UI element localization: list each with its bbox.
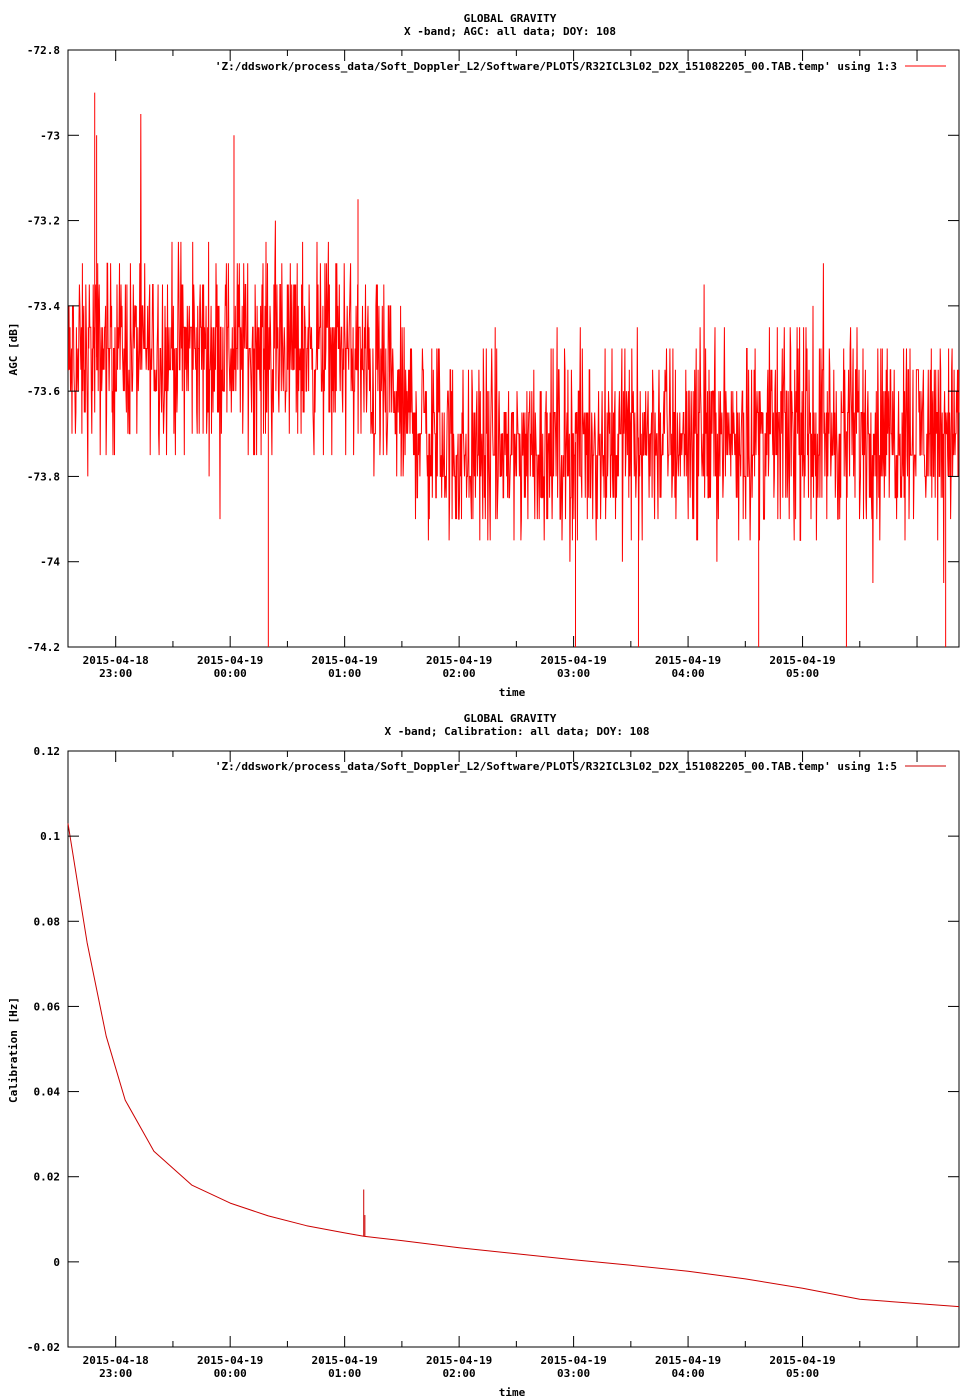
y-tick-label: 0.04 bbox=[34, 1086, 61, 1099]
x-tick-date-label: 2015-04-19 bbox=[769, 1354, 835, 1367]
y-tick-label: -0.02 bbox=[27, 1341, 60, 1354]
y-tick-label: 0 bbox=[53, 1256, 60, 1269]
x-tick-time-label: 04:00 bbox=[672, 1367, 705, 1380]
x-tick-time-label: 05:00 bbox=[786, 1367, 819, 1380]
calibration-x-label: time bbox=[499, 1386, 526, 1399]
y-tick-label: 0.06 bbox=[34, 1000, 61, 1013]
calibration-y-axis: 0.12 0.1 0.08 0.06 0.04 0.02 0 -0.02 bbox=[27, 745, 959, 1354]
x-tick-date-label: 2015-04-18 bbox=[83, 654, 149, 667]
x-tick-time-label: 02:00 bbox=[443, 667, 476, 680]
agc-title-line1: GLOBAL GRAVITY bbox=[464, 12, 557, 25]
x-tick-date-label: 2015-04-19 bbox=[312, 654, 378, 667]
x-tick-date-label: 2015-04-19 bbox=[769, 654, 835, 667]
y-tick-label: -74 bbox=[40, 556, 60, 569]
x-tick-date-label: 2015-04-19 bbox=[197, 1354, 263, 1367]
agc-x-axis: 2015-04-1823:002015-04-1900:002015-04-19… bbox=[83, 50, 918, 680]
agc-plot-frame bbox=[67, 49, 960, 648]
x-tick-date-label: 2015-04-19 bbox=[540, 654, 606, 667]
x-tick-date-label: 2015-04-18 bbox=[83, 1354, 149, 1367]
agc-data-series bbox=[68, 92, 960, 647]
y-tick-label: -73 bbox=[40, 129, 60, 142]
x-tick-time-label: 05:00 bbox=[786, 667, 819, 680]
calibration-series-line bbox=[67, 823, 960, 1308]
x-tick-date-label: 2015-04-19 bbox=[426, 654, 492, 667]
y-tick-label: 0.08 bbox=[34, 915, 61, 928]
x-tick-date-label: 2015-04-19 bbox=[655, 654, 721, 667]
calibration-title-line1: GLOBAL GRAVITY bbox=[464, 712, 557, 725]
x-tick-time-label: 02:00 bbox=[443, 1367, 476, 1380]
y-tick-label: -73.8 bbox=[27, 470, 60, 483]
calibration-chart: GLOBAL GRAVITY X -band; Calibration: all… bbox=[7, 712, 960, 1399]
x-tick-date-label: 2015-04-19 bbox=[655, 1354, 721, 1367]
agc-chart: GLOBAL GRAVITY X -band; AGC: all data; D… bbox=[7, 12, 960, 699]
x-tick-time-label: 03:00 bbox=[557, 667, 590, 680]
calibration-plot-frame bbox=[67, 750, 960, 1348]
agc-series-line bbox=[68, 113, 960, 584]
y-tick-label: -73.6 bbox=[27, 385, 60, 398]
x-tick-time-label: 00:00 bbox=[214, 1367, 247, 1380]
agc-title-line2: X -band; AGC: all data; DOY: 108 bbox=[404, 25, 616, 38]
x-tick-date-label: 2015-04-19 bbox=[540, 1354, 606, 1367]
calibration-y-label: Calibration [Hz] bbox=[7, 997, 20, 1103]
x-tick-date-label: 2015-04-19 bbox=[426, 1354, 492, 1367]
x-tick-time-label: 00:00 bbox=[214, 667, 247, 680]
y-tick-label: 0.1 bbox=[40, 830, 60, 843]
calibration-data-series bbox=[67, 823, 960, 1308]
x-tick-date-label: 2015-04-19 bbox=[312, 1354, 378, 1367]
x-tick-time-label: 23:00 bbox=[99, 1367, 132, 1380]
y-tick-label: 0.12 bbox=[34, 745, 61, 758]
y-tick-label: -72.8 bbox=[27, 44, 60, 57]
x-tick-date-label: 2015-04-19 bbox=[197, 654, 263, 667]
calibration-x-axis: 2015-04-1823:002015-04-1900:002015-04-19… bbox=[83, 751, 918, 1380]
agc-legend-label: 'Z:/ddswork/process_data/Soft_Doppler_L2… bbox=[215, 60, 897, 73]
x-tick-time-label: 04:00 bbox=[672, 667, 705, 680]
y-tick-label: -73.2 bbox=[27, 215, 60, 228]
agc-x-label: time bbox=[499, 686, 526, 699]
y-tick-label: 0.02 bbox=[34, 1171, 61, 1184]
x-tick-time-label: 01:00 bbox=[328, 1367, 361, 1380]
calibration-legend-label: 'Z:/ddswork/process_data/Soft_Doppler_L2… bbox=[215, 760, 897, 773]
y-tick-label: -74.2 bbox=[27, 641, 60, 654]
calibration-title-line2: X -band; Calibration: all data; DOY: 108 bbox=[385, 725, 650, 738]
y-tick-label: -73.4 bbox=[27, 300, 60, 313]
x-tick-time-label: 03:00 bbox=[557, 1367, 590, 1380]
x-tick-time-label: 01:00 bbox=[328, 667, 361, 680]
x-tick-time-label: 23:00 bbox=[99, 667, 132, 680]
agc-y-axis: -72.8 -73 -73.2 -73.4 -73.6 -73.8 -74 -74.2 bbox=[27, 44, 959, 654]
agc-y-label: AGC [dB] bbox=[7, 323, 20, 376]
